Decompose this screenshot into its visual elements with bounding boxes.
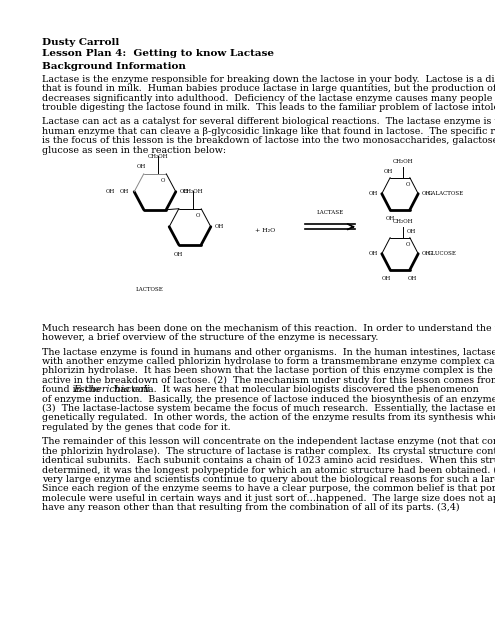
- Text: CH₂OH: CH₂OH: [183, 189, 203, 194]
- Text: O: O: [196, 213, 200, 218]
- Text: (3)  The lactase-lactose system became the focus of much research.  Essentially,: (3) The lactase-lactose system became th…: [42, 404, 495, 413]
- Text: regulated by the genes that code for it.: regulated by the genes that code for it.: [42, 423, 231, 432]
- Text: Since each region of the enzyme seems to have a clear purpose, the common belief: Since each region of the enzyme seems to…: [42, 484, 495, 493]
- Text: CH₂OH: CH₂OH: [393, 219, 413, 224]
- Text: O: O: [406, 182, 410, 188]
- Text: LACTOSE: LACTOSE: [136, 287, 164, 292]
- Text: OH: OH: [422, 191, 432, 196]
- Text: + H₂O: + H₂O: [255, 228, 275, 233]
- Text: Lactase can act as a catalyst for several different biological reactions.  The l: Lactase can act as a catalyst for severa…: [42, 117, 495, 127]
- Text: OH: OH: [120, 189, 129, 194]
- Text: glucose as seen in the reaction below:: glucose as seen in the reaction below:: [42, 145, 226, 155]
- Text: molecule were useful in certain ways and it just sort of…happened.  The large si: molecule were useful in certain ways and…: [42, 493, 495, 502]
- Text: however, a brief overview of the structure of the enzyme is necessary.: however, a brief overview of the structu…: [42, 333, 378, 342]
- Text: OH: OH: [407, 228, 416, 234]
- Text: OH: OH: [174, 252, 184, 257]
- Text: Lactase is the enzyme responsible for breaking down the lactose in your body.  L: Lactase is the enzyme responsible for br…: [42, 75, 495, 84]
- Text: CH₂OH: CH₂OH: [393, 159, 413, 164]
- Text: of enzyme induction.  Basically, the presence of lactose induced the biosynthesi: of enzyme induction. Basically, the pres…: [42, 395, 495, 404]
- Text: OH: OH: [384, 168, 393, 173]
- Text: GALACTOSE: GALACTOSE: [428, 191, 464, 196]
- Text: Much research has been done on the mechanism of this reaction.  In order to unde: Much research has been done on the mecha…: [42, 324, 495, 333]
- Text: with another enzyme called phlorizin hydrolase to form a transmembrane enzyme co: with another enzyme called phlorizin hyd…: [42, 357, 495, 366]
- Text: GLUCOSE: GLUCOSE: [428, 252, 457, 256]
- Text: OH: OH: [382, 276, 391, 281]
- Text: that is found in milk.  Human babies produce lactase in large quantities, but th: that is found in milk. Human babies prod…: [42, 84, 495, 93]
- Text: determined, it was the longest polypeptide for which an atomic structure had bee: determined, it was the longest polypepti…: [42, 465, 495, 474]
- Text: OH: OH: [215, 224, 224, 229]
- Text: the phlorizin hydrolase).  The structure of lactase is rather complex.  Its crys: the phlorizin hydrolase). The structure …: [42, 447, 495, 456]
- Text: Escherichia coli: Escherichia coli: [73, 385, 149, 394]
- Text: decreases significantly into adulthood.  Deficiency of the lactase enzyme causes: decreases significantly into adulthood. …: [42, 93, 495, 102]
- Text: LACTASE: LACTASE: [316, 210, 344, 215]
- Text: CH₂OH: CH₂OH: [148, 154, 168, 159]
- Text: O: O: [161, 178, 165, 183]
- Text: have any reason other than that resulting from the combination of all of its par: have any reason other than that resultin…: [42, 503, 460, 512]
- Text: OH: OH: [422, 252, 432, 256]
- Text: O: O: [406, 242, 410, 247]
- Text: active in the breakdown of lactose. (2)  The mechanism under study for this less: active in the breakdown of lactose. (2) …: [42, 376, 495, 385]
- Text: The lactase enzyme is found in humans and other organisms.  In the human intesti: The lactase enzyme is found in humans an…: [42, 348, 495, 356]
- Text: OH: OH: [408, 276, 417, 281]
- Text: Dusty Carroll: Dusty Carroll: [42, 38, 119, 47]
- Text: OH: OH: [180, 189, 189, 194]
- Text: OH: OH: [137, 164, 147, 169]
- Text: very large enzyme and scientists continue to query about the biological reasons : very large enzyme and scientists continu…: [42, 475, 495, 484]
- Text: OH: OH: [369, 191, 378, 196]
- Text: is the focus of this lesson is the breakdown of lactose into the two monosacchar: is the focus of this lesson is the break…: [42, 136, 495, 145]
- Text: genetically regulated.  In other words, the action of the enzyme results from it: genetically regulated. In other words, t…: [42, 413, 495, 422]
- Text: human enzyme that can cleave a β-glycosidic linkage like that found in lactose. : human enzyme that can cleave a β-glycosi…: [42, 127, 495, 136]
- Text: bacteria.  It was here that molecular biologists discovered the phenomenon: bacteria. It was here that molecular bio…: [110, 385, 478, 394]
- Text: Background Information: Background Information: [42, 62, 186, 71]
- Text: Lesson Plan 4:  Getting to know Lactase: Lesson Plan 4: Getting to know Lactase: [42, 49, 274, 58]
- Text: OH: OH: [106, 189, 115, 194]
- Text: identical subunits.  Each subunit contains a chain of 1023 amino acid residues. : identical subunits. Each subunit contain…: [42, 456, 495, 465]
- Text: The remainder of this lesson will concentrate on the independent lactase enzyme : The remainder of this lesson will concen…: [42, 437, 495, 447]
- Text: found in the: found in the: [42, 385, 103, 394]
- Text: OH: OH: [386, 216, 395, 221]
- Text: OH: OH: [369, 252, 378, 256]
- Text: trouble digesting the lactose found in milk.  This leads to the familiar problem: trouble digesting the lactose found in m…: [42, 103, 495, 112]
- Text: phlorizin hydrolase.  It has been shown that the lactase portion of this enzyme : phlorizin hydrolase. It has been shown t…: [42, 367, 495, 376]
